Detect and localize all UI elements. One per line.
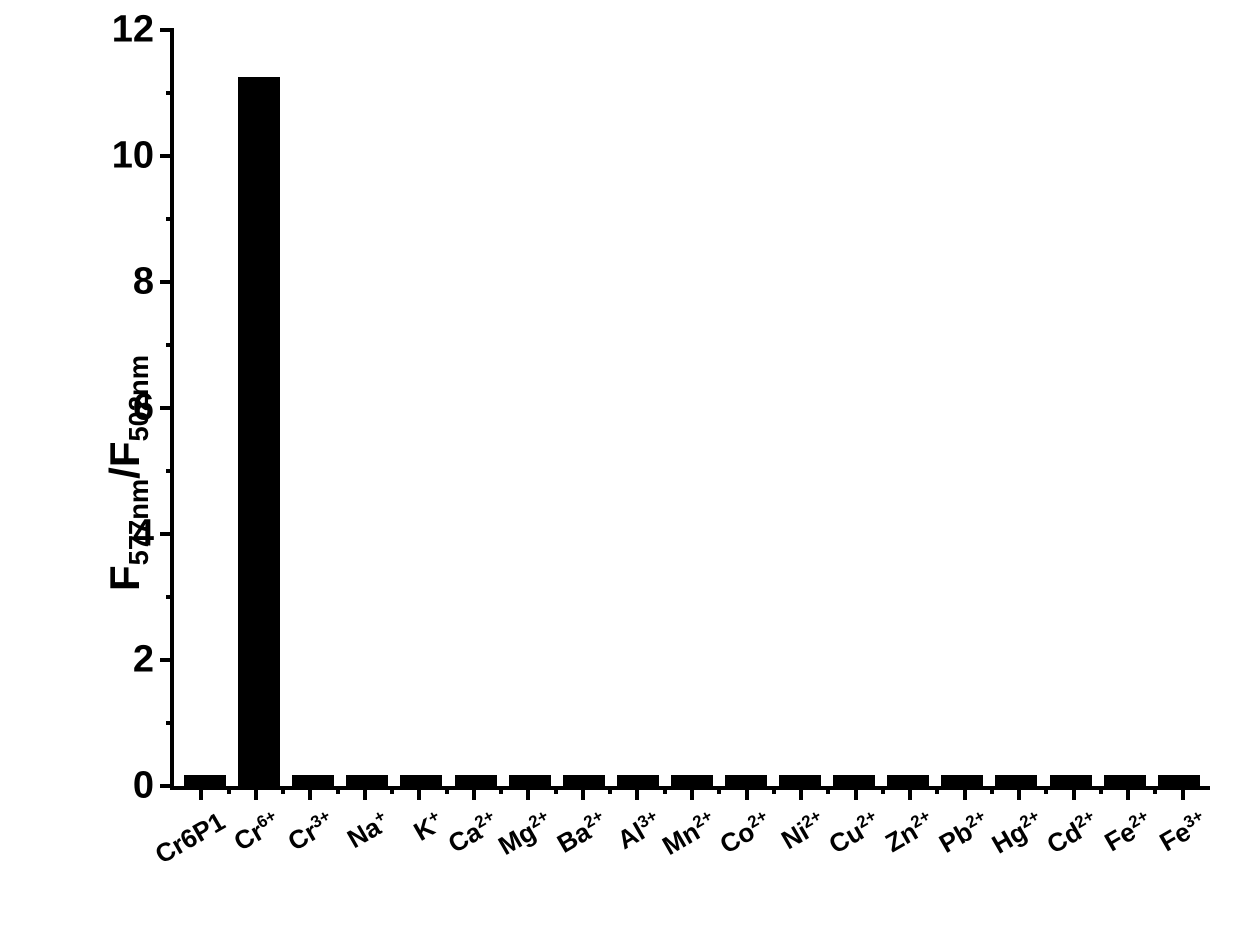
x-tick-minor xyxy=(499,786,503,794)
bar xyxy=(346,775,388,786)
y-tick-label: 2 xyxy=(133,639,154,682)
x-tick-major xyxy=(581,786,585,800)
x-tick-label: Mn2+ xyxy=(657,806,722,862)
y-tick-label: 12 xyxy=(112,9,154,52)
x-tick-label: Cd2+ xyxy=(1041,806,1104,860)
y-tick-major xyxy=(160,406,174,410)
y-tick-minor xyxy=(166,595,174,599)
x-tick-minor xyxy=(935,786,939,794)
x-tick-major xyxy=(854,786,858,800)
y-tick-minor xyxy=(166,217,174,221)
x-tick-major xyxy=(963,786,967,800)
x-tick-label: Ni2+ xyxy=(776,806,831,856)
x-tick-major xyxy=(308,786,312,800)
bar xyxy=(509,775,551,786)
y-tick-label: 10 xyxy=(112,135,154,178)
y-tick-major xyxy=(160,784,174,788)
x-tick-label: Hg2+ xyxy=(986,806,1049,860)
x-tick-label: Na+ xyxy=(341,806,394,855)
y-tick-label: 8 xyxy=(133,261,154,304)
x-tick-minor xyxy=(663,786,667,794)
bars-container xyxy=(174,30,1210,786)
x-tick-major xyxy=(199,786,203,800)
y-tick-minor xyxy=(166,721,174,725)
x-tick-label: Zn2+ xyxy=(880,806,940,859)
x-tick-minor xyxy=(1044,786,1048,794)
x-tick-label: Cr6P1 xyxy=(150,806,231,870)
x-tick-minor xyxy=(1099,786,1103,794)
x-tick-label: K+ xyxy=(409,806,450,848)
y-tick-major xyxy=(160,658,174,662)
x-tick-label: Al3+ xyxy=(612,806,667,856)
bar xyxy=(671,775,713,786)
x-tick-label: Co2+ xyxy=(714,806,777,860)
x-tick-major xyxy=(363,786,367,800)
x-tick-minor xyxy=(1153,786,1157,794)
bar xyxy=(563,775,605,786)
x-tick-major xyxy=(1072,786,1076,800)
y-tick-major xyxy=(160,280,174,284)
x-tick-label: Cr3+ xyxy=(283,806,341,858)
bar xyxy=(292,775,334,786)
x-tick-label: Ba2+ xyxy=(551,806,612,860)
plot-area: 024681012Cr6P1Cr6+Cr3+Na+K+Ca2+Mg2+Ba2+A… xyxy=(170,30,1210,790)
x-tick-minor xyxy=(227,786,231,794)
bar-chart: F577nm/F502nm 024681012Cr6P1Cr6+Cr3+Na+K… xyxy=(0,0,1240,946)
bar xyxy=(238,77,280,786)
y-tick-major xyxy=(160,532,174,536)
bar xyxy=(617,775,659,786)
x-tick-label: Mg2+ xyxy=(493,806,558,862)
bar xyxy=(941,775,983,786)
x-tick-major xyxy=(1017,786,1021,800)
x-tick-major xyxy=(745,786,749,800)
x-tick-label: Fe2+ xyxy=(1099,806,1158,858)
x-tick-minor xyxy=(608,786,612,794)
x-tick-minor xyxy=(445,786,449,794)
x-tick-minor xyxy=(336,786,340,794)
y-tick-major xyxy=(160,28,174,32)
bar xyxy=(400,775,442,786)
x-tick-major xyxy=(690,786,694,800)
y-tick-label: 0 xyxy=(133,765,154,808)
y-tick-minor xyxy=(166,91,174,95)
y-tick-major xyxy=(160,154,174,158)
x-tick-major xyxy=(417,786,421,800)
bar xyxy=(1104,775,1146,786)
y-tick-minor xyxy=(166,469,174,473)
x-tick-minor xyxy=(554,786,558,794)
y-tick-label: 4 xyxy=(133,513,154,556)
x-tick-major xyxy=(635,786,639,800)
bar xyxy=(995,775,1037,786)
x-tick-minor xyxy=(717,786,721,794)
x-tick-major xyxy=(908,786,912,800)
x-tick-minor xyxy=(772,786,776,794)
x-tick-minor xyxy=(826,786,830,794)
x-tick-label: Cu2+ xyxy=(823,806,886,860)
x-tick-major xyxy=(472,786,476,800)
bar xyxy=(833,775,875,786)
y-tick-label: 6 xyxy=(133,387,154,430)
bar xyxy=(455,775,497,786)
bar xyxy=(1158,775,1200,786)
x-tick-label: Fe3+ xyxy=(1154,806,1213,858)
bar xyxy=(184,775,226,786)
x-tick-label: Cr6+ xyxy=(228,806,286,858)
bar xyxy=(725,775,767,786)
x-tick-major xyxy=(254,786,258,800)
x-tick-minor xyxy=(990,786,994,794)
x-tick-minor xyxy=(281,786,285,794)
y-tick-minor xyxy=(166,343,174,347)
bar xyxy=(779,775,821,786)
x-tick-major xyxy=(799,786,803,800)
x-tick-major xyxy=(1126,786,1130,800)
x-tick-major xyxy=(526,786,530,800)
x-tick-minor xyxy=(881,786,885,794)
x-tick-minor xyxy=(390,786,394,794)
x-tick-major xyxy=(1181,786,1185,800)
bar xyxy=(887,775,929,786)
bar xyxy=(1050,775,1092,786)
